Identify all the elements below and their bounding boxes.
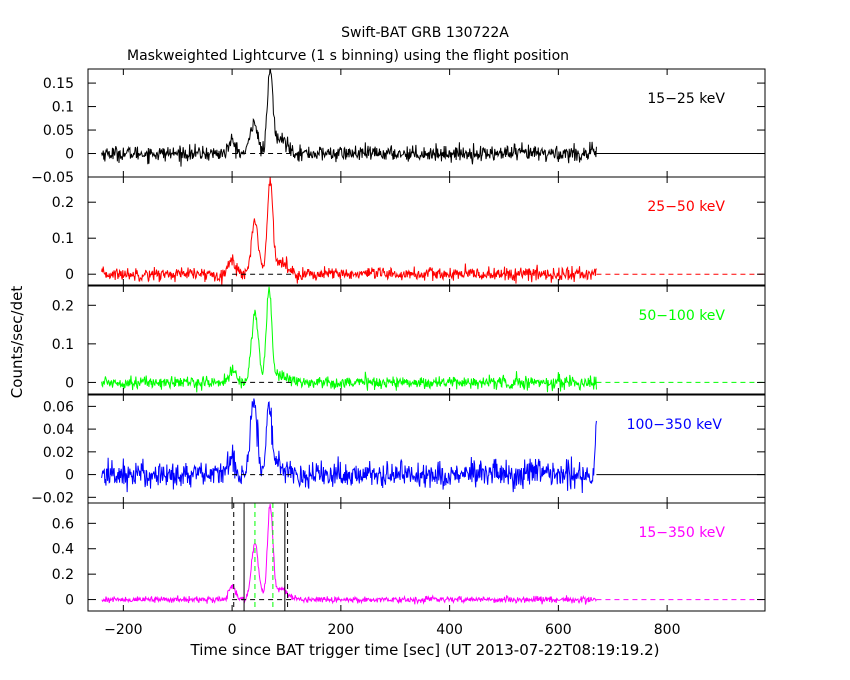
y-tick-label: 0.1 xyxy=(52,100,74,116)
y-tick-label: 0 xyxy=(65,147,74,163)
series-4-curve xyxy=(101,398,597,494)
panel-1-frame xyxy=(87,68,766,178)
series-4-label: 100−350 keV xyxy=(627,417,723,433)
x-tick-label: 200 xyxy=(327,622,354,638)
y-tick-label: 0.6 xyxy=(52,516,74,532)
y-tick-label: 0.1 xyxy=(52,231,74,247)
x-tick-label: 600 xyxy=(545,622,572,638)
y-tick-label: 0.05 xyxy=(43,123,74,139)
y-tick-label: 0.2 xyxy=(52,567,74,583)
panel-5-frame xyxy=(87,502,766,612)
series-1-label: 15−25 keV xyxy=(647,91,725,107)
y-tick-label: −0.02 xyxy=(31,490,74,506)
y-tick-label: 0 xyxy=(65,267,74,283)
y-tick-label: 0.06 xyxy=(43,399,74,415)
chart-title: Swift-BAT GRB 130722A xyxy=(341,25,509,41)
y-tick-label: 0 xyxy=(65,593,74,609)
series-5-curve xyxy=(101,504,597,605)
panel-4: −0.02 0 0.02 0.04 0.06 100−350 keV xyxy=(31,394,766,506)
y-tick-label: 0.02 xyxy=(43,445,74,461)
x-tick-label: −200 xyxy=(104,622,142,638)
panel-4-frame xyxy=(87,394,766,504)
series-5-label: 15−350 keV xyxy=(638,525,725,541)
panel-1: −0.05 0 0.05 0.1 0.15 15−25 keV xyxy=(31,68,766,186)
y-axis-label: Counts/sec/det xyxy=(8,286,26,399)
y-tick-label: −0.05 xyxy=(31,170,74,186)
y-tick-label: 0.2 xyxy=(52,298,74,314)
series-1-curve xyxy=(101,69,597,167)
panels-group: −0.05 0 0.05 0.1 0.15 15−25 keV 0 0.1 0.2 25−50 k… xyxy=(31,68,766,638)
panel-5: 0 0.2 0.4 0.6 15−350 keV xyxy=(52,502,766,612)
series-3-curve xyxy=(101,286,597,393)
panel-2: 0 0.1 0.2 25−50 keV xyxy=(52,176,766,286)
y-tick-label: 0.04 xyxy=(43,422,74,438)
x-tick-label: 800 xyxy=(654,622,681,638)
series-3-label: 50−100 keV xyxy=(638,308,725,324)
x-tick-label: 0 xyxy=(228,622,237,638)
chart-subtitle: Maskweighted Lightcurve (1 s binning) us… xyxy=(127,48,569,64)
x-axis-label: Time since BAT trigger time [sec] (UT 20… xyxy=(190,641,660,659)
y-tick-label: 0 xyxy=(65,468,74,484)
panel-3: 0 0.1 0.2 50−100 keV xyxy=(52,285,766,395)
panel-3-frame xyxy=(87,285,766,395)
x-tick-label: 400 xyxy=(436,622,463,638)
y-tick-label: 0.4 xyxy=(52,542,74,558)
y-tick-label: 0.1 xyxy=(52,337,74,353)
series-2-curve xyxy=(101,177,597,285)
series-2-label: 25−50 keV xyxy=(647,199,725,215)
y-tick-label: 0 xyxy=(65,375,74,391)
y-tick-label: 0.2 xyxy=(52,195,74,211)
y-tick-label: 0.15 xyxy=(43,76,74,92)
panel-2-frame xyxy=(87,176,766,286)
